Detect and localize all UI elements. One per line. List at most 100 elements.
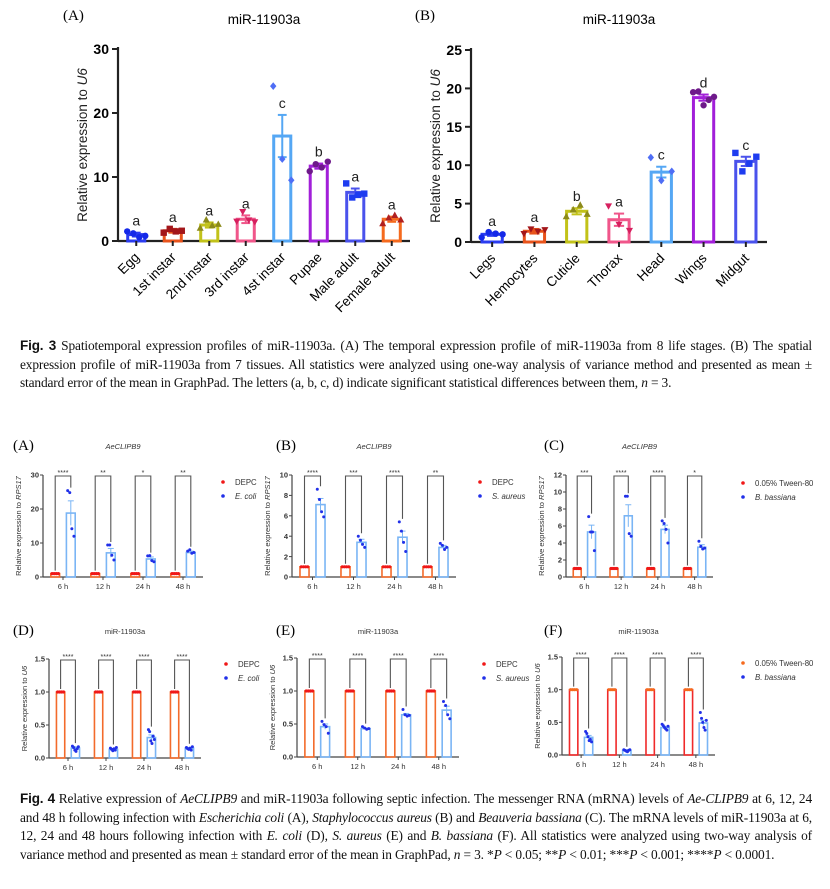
panel-letter: (E) <box>276 623 295 639</box>
fig4-caption: Fig. 4 Relative expression of AeCLIPB9 a… <box>20 790 812 864</box>
data-point <box>361 190 368 197</box>
significance-letter: a <box>132 213 140 229</box>
x-tick-label: 24 h <box>137 763 152 772</box>
data-point <box>569 205 577 213</box>
data-point <box>499 231 506 238</box>
data-point <box>160 229 167 236</box>
significance-stars: **** <box>101 654 112 661</box>
data-point <box>705 96 713 104</box>
data-point <box>702 726 706 730</box>
data-point <box>629 534 633 538</box>
legend-label: S. aureus <box>496 674 529 683</box>
data-point <box>113 748 117 752</box>
y-tick-label: 4 <box>558 539 563 548</box>
fig4-caption-part: S. aureus <box>332 828 382 844</box>
y-tick-label: 20 <box>93 105 109 121</box>
bar <box>360 727 371 758</box>
x-tick-label: 12 h <box>614 582 629 591</box>
data-point <box>446 713 450 717</box>
y-tick-label: 10 <box>280 471 288 480</box>
data-point <box>401 707 405 711</box>
data-point <box>492 230 499 237</box>
data-point <box>108 543 112 547</box>
data-point <box>402 540 406 544</box>
bar <box>565 209 589 244</box>
category-group: **** <box>606 652 632 756</box>
x-tick-label: 48 h <box>176 582 191 591</box>
significance-letter: a <box>351 169 359 185</box>
y-tick-label: 0.0 <box>283 753 293 762</box>
bar <box>319 725 331 758</box>
data-point <box>585 731 589 735</box>
data-point <box>175 690 180 694</box>
data-point <box>356 534 360 538</box>
legend-item: DEPC <box>478 478 514 487</box>
data-point <box>279 155 286 163</box>
y-axis-label-prefix: Relative expression to <box>537 500 546 576</box>
category-group: *** <box>340 470 367 578</box>
bar-group: b <box>306 144 331 243</box>
data-point <box>190 745 194 749</box>
significance-bracket <box>136 659 152 727</box>
significance-bracket <box>611 657 628 747</box>
panel-letter: (B) <box>415 8 435 24</box>
data-point <box>666 541 670 545</box>
x-tick-label: 6 h <box>307 582 317 591</box>
legend-item: 0.05% Tween-80 <box>741 659 814 668</box>
data-point <box>56 572 60 576</box>
data-point <box>202 216 210 223</box>
data-point <box>150 741 154 745</box>
data-point <box>613 688 617 692</box>
fig4-caption-part: = 3. * <box>460 846 494 862</box>
fig3-caption-text: Spatiotemporal expression profiles of mi… <box>20 338 812 391</box>
category-group: **** <box>683 652 709 756</box>
legend-label: E. coli <box>235 492 256 501</box>
bar <box>169 691 180 759</box>
data-point <box>61 690 66 694</box>
data-point <box>704 718 708 722</box>
significance-bracket <box>303 475 322 564</box>
significance-stars: **** <box>614 652 625 659</box>
data-point <box>399 529 403 533</box>
fig4-caption-part: < 0.001; **** <box>637 846 714 862</box>
data-point <box>628 748 632 752</box>
data-point <box>666 724 670 728</box>
significance-bracket <box>344 475 363 564</box>
legend-item: E. coli <box>224 674 259 683</box>
data-point <box>379 219 387 227</box>
legend-item: S. aureus <box>478 492 525 501</box>
data-point <box>66 489 70 493</box>
significance-stars: **** <box>576 652 587 659</box>
data-point <box>288 176 295 185</box>
x-tick-label: 24 h <box>391 762 406 771</box>
data-point <box>732 149 739 157</box>
data-point <box>448 717 452 721</box>
bar <box>131 691 142 759</box>
significance-stars: **** <box>307 470 318 477</box>
data-point <box>438 541 442 545</box>
data-point <box>137 690 142 694</box>
bar <box>697 546 707 578</box>
significance-bracket <box>134 475 152 571</box>
data-point <box>96 572 100 576</box>
x-tick-label: 24 h <box>387 582 402 591</box>
panel-letter: (D) <box>13 623 34 639</box>
bar-group: a <box>605 194 633 244</box>
legend-item: DEPC <box>482 660 518 669</box>
y-tick-label: 0.0 <box>35 754 45 763</box>
y-axis-label-prefix: Relative expression to <box>263 500 272 576</box>
category-group: **** <box>304 653 331 758</box>
data-point <box>239 209 247 216</box>
significance-bracket <box>573 657 590 729</box>
x-tick-label: 6 h <box>58 582 68 591</box>
significance-bracket <box>613 475 629 566</box>
fig4-caption-part: Beauveria bassiana <box>478 809 582 825</box>
fig4-caption-part: E. coli <box>266 828 302 844</box>
y-tick-label: 1.5 <box>548 653 558 662</box>
y-tick-label: 2 <box>284 552 288 561</box>
significance-letter: a <box>388 197 396 213</box>
fig4-caption-part: P <box>558 846 567 862</box>
fig4-caption-body: Relative expression of AeCLIPB9 and miR-… <box>20 791 812 862</box>
data-point <box>703 728 707 732</box>
legend-marker <box>482 676 486 680</box>
